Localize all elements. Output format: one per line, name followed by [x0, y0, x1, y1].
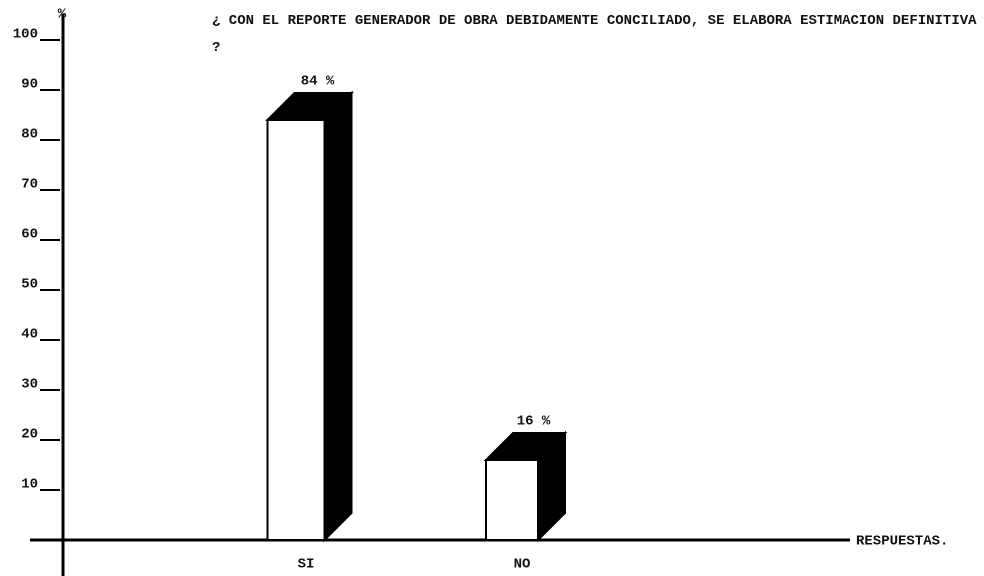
y-tick-label: 50 — [21, 277, 38, 293]
value-label: 16 % — [517, 414, 551, 430]
chart-title: ¿ CON EL REPORTE GENERADOR DE OBRA DEBID… — [212, 13, 977, 56]
y-tick-label: 90 — [21, 77, 38, 93]
y-tick-label: 70 — [21, 177, 38, 193]
x-axis-label: RESPUESTAS. — [856, 534, 948, 550]
y-axis-label: % — [58, 7, 67, 23]
y-tick-label: 30 — [21, 377, 38, 393]
bar-side — [323, 90, 353, 543]
bar — [485, 459, 539, 541]
y-tick-label: 40 — [21, 327, 38, 343]
value-label: 84 % — [301, 74, 335, 90]
y-tick-label: 60 — [21, 227, 38, 243]
x-tick-label: NO — [514, 557, 531, 573]
y-tick-label: 80 — [21, 127, 38, 143]
y-tick-label: 100 — [13, 27, 38, 43]
bar — [266, 119, 326, 541]
y-tick-label: 10 — [21, 477, 38, 493]
y-tick-label: 20 — [21, 427, 38, 443]
x-tick-label: SI — [298, 557, 315, 573]
